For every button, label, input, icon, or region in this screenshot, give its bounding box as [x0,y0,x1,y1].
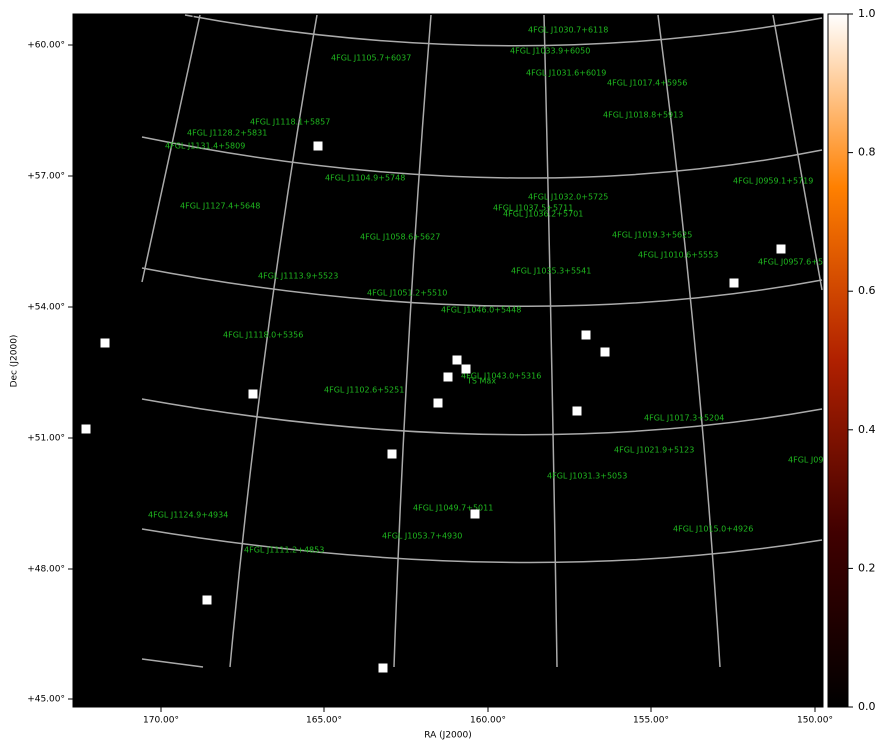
source-marker [452,355,462,365]
source-marker [387,449,397,459]
source-label: 4FGL J1021.9+5123 [614,446,694,455]
source-label: 4FGL J1043.0+5316 [461,372,541,381]
source-marker [248,389,258,399]
source-label: 4FGL J1102.6+5251 [324,386,404,395]
source-marker [776,244,786,254]
source-marker [572,406,582,416]
source-marker [443,372,453,382]
source-label: 4FGL J1104.9+5748 [325,174,405,183]
y-tick-label: +48.00° [27,565,65,575]
source-label: 4FGL J1113.9+5523 [258,272,338,281]
source-label: 4FGL J1118.0+5356 [223,331,303,340]
source-marker [433,398,443,408]
source-label: 4FGL J1036.2+5701 [503,210,583,219]
source-label: 4FGL J1037.5+5711 [493,204,573,213]
x-axis-label: RA (J2000) [424,731,472,741]
x-tick-label: 170.00° [143,716,179,726]
source-label: 4FGL J1032.0+5725 [528,193,608,202]
source-label: 4FGL J1017.4+5956 [607,79,687,88]
source-label: 4FGL J1017.3+5204 [644,414,724,423]
x-tick-label: 155.00° [633,716,669,726]
source-marker [729,278,739,288]
source-label: 4FGL J1033.9+6050 [510,47,590,56]
source-label: 4FGL J1111.2+4853 [244,546,324,555]
source-marker [202,595,212,605]
source-label: 4FGL J1030.7+6118 [528,26,608,35]
colorbar [827,13,849,708]
source-label: 4FGL J1015.0+4926 [673,525,753,534]
y-axis-label: Dec (J2000) [10,335,20,388]
colorbar-tick-label: 0.4 [858,423,876,436]
source-marker [581,330,591,340]
colorbar-tick-label: 0.6 [858,284,876,297]
source-label: 4FGL J1058.6+5627 [360,233,440,242]
x-tick-label: 165.00° [306,716,342,726]
ts-max-label: TS Max [466,377,496,386]
source-markers [81,141,786,673]
source-marker [313,141,323,151]
source-label: 4FGL J1046.0+5448 [441,306,521,315]
source-label: 4FGL J1031.3+5053 [547,472,627,481]
source-label: 4FGL J1010.6+5553 [638,251,718,260]
x-tick-label: 160.00° [470,716,506,726]
source-marker [600,347,610,357]
source-label: 4FGL J1128.2+5831 [187,129,267,138]
colorbar-tick-label: 1.0 [858,7,876,20]
source-label: 4FGL J1031.6+6019 [526,69,606,78]
source-marker [470,509,480,519]
y-tick-label: +57.00° [27,172,65,182]
source-label: 4FGL J1105.7+6037 [331,54,411,63]
source-label: 4FGL J1053.7+4930 [382,532,462,541]
source-label: 4FGL J1049.7+5011 [413,504,493,513]
source-marker [378,663,388,673]
source-marker [81,424,91,434]
source-label: 4FGL J1124.9+4934 [148,511,228,520]
source-label: 4FGL J1035.3+5541 [511,267,591,276]
y-tick-label: +54.00° [27,303,65,313]
y-tick-label: +45.00° [27,695,65,705]
source-label: 4FGL J0954.8+5042 [788,456,868,465]
x-tick-label: 150.00° [797,716,833,726]
source-label: 4FGL J1018.8+5913 [603,111,683,120]
source-label: 4FGL J1131.4+5809 [165,142,245,151]
source-label: 4FGL J1118.1+5857 [250,118,330,127]
source-marker [100,338,110,348]
colorbar-tick-label: 0.2 [858,561,876,574]
source-marker [461,364,471,374]
coordinate-grid [141,14,823,668]
y-tick-label: +60.00° [27,41,65,51]
source-label: 4FGL J0959.1+5719 [733,177,813,186]
source-labels: 4FGL J1030.7+6118 4FGL J1033.9+6050 4FGL J… [148,26,868,555]
colorbar-tick-label: 0.0 [858,700,876,713]
source-label: 4FGL J1019.3+5625 [612,231,692,240]
map-area [72,13,824,708]
source-label: 4FGL J1127.4+5648 [180,202,260,211]
colorbar-tick-label: 0.8 [858,146,876,159]
source-label: 4FGL J1051.2+5510 [367,289,447,298]
y-tick-label: +51.00° [27,434,65,444]
source-label: 4FGL J0957.6+5523 [758,258,838,267]
